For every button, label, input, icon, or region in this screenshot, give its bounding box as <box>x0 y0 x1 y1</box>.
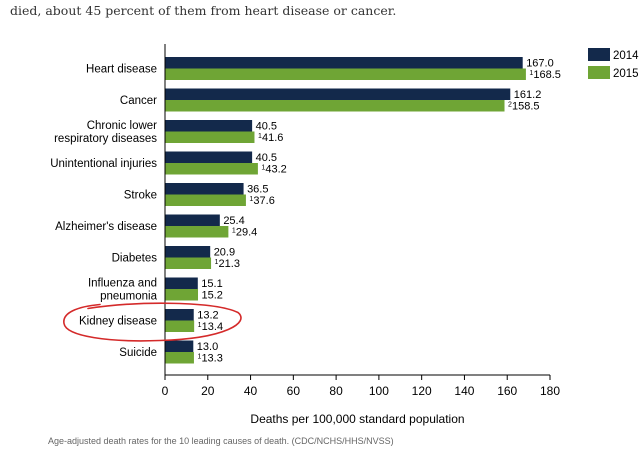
data-label-marker: 1 <box>197 354 201 361</box>
data-label-marker: 2 <box>508 102 512 109</box>
data-label-2015: 29.4 <box>236 227 257 239</box>
category-label: Influenza and <box>88 278 157 290</box>
bar-2015 <box>165 257 212 269</box>
x-tick-label: 140 <box>454 384 474 398</box>
bar-2014 <box>165 309 194 321</box>
data-label-2015: 13.3 <box>201 353 222 365</box>
data-label-marker: 1 <box>249 196 253 203</box>
x-tick-label: 20 <box>201 384 215 398</box>
category-label: Chronic lower <box>87 120 157 132</box>
x-tick-label: 0 <box>162 384 169 398</box>
bar-2014 <box>165 340 194 352</box>
bar-2015 <box>165 100 505 112</box>
chart-caption: Age-adjusted death rates for the 10 lead… <box>48 436 394 446</box>
data-label-2014: 161.2 <box>514 89 542 101</box>
data-label-2014: 15.1 <box>201 278 222 290</box>
category-label: Kidney disease <box>79 316 157 328</box>
legend-label-2014: 2014 <box>613 50 639 62</box>
data-label-marker: 1 <box>258 133 262 140</box>
bar-2015 <box>165 131 255 143</box>
bar-2014 <box>165 277 198 289</box>
data-label-2015: 158.5 <box>512 101 540 113</box>
data-label-2015: 43.2 <box>265 164 286 176</box>
category-label: Suicide <box>119 347 157 359</box>
bar-2015 <box>165 352 194 364</box>
legend-swatch-2014 <box>588 48 610 61</box>
category-label: Alzheimer's disease <box>55 221 157 233</box>
data-label-marker: 1 <box>215 259 219 266</box>
legend-label-2015: 2015 <box>613 68 639 80</box>
data-label-2015: 15.2 <box>202 290 223 302</box>
data-label-2014: 40.5 <box>256 121 277 133</box>
category-label: respiratory diseases <box>54 133 157 145</box>
category-label: pneumonia <box>100 291 158 303</box>
bar-2015 <box>165 226 229 238</box>
data-label-marker: 1 <box>232 228 236 235</box>
x-tick-label: 180 <box>540 384 560 398</box>
data-label-marker: 1 <box>261 165 265 172</box>
legend-swatch-2015 <box>588 66 610 79</box>
data-label-2015: 21.3 <box>219 258 240 270</box>
bar-2015 <box>165 163 258 175</box>
bar-2014 <box>165 57 523 69</box>
data-label-marker: 1 <box>198 322 202 329</box>
bar-2015 <box>165 289 199 301</box>
data-label-2015: 41.6 <box>262 132 283 144</box>
bar-2014 <box>165 151 253 163</box>
bar-2014 <box>165 120 253 132</box>
data-label-2014: 25.4 <box>223 215 244 227</box>
x-tick-label: 40 <box>244 384 258 398</box>
bar-2014 <box>165 88 511 100</box>
x-axis-title: Deaths per 100,000 standard population <box>250 412 464 426</box>
bar-2014 <box>165 246 211 258</box>
x-tick-label: 80 <box>329 384 343 398</box>
bar-2015 <box>165 320 195 332</box>
data-label-marker: 1 <box>529 70 533 77</box>
category-label: Unintentional injuries <box>50 158 157 170</box>
bar-2015 <box>165 68 526 80</box>
data-label-2015: 168.5 <box>533 69 561 81</box>
data-label-2015: 13.4 <box>202 321 223 333</box>
x-tick-label: 60 <box>287 384 301 398</box>
data-label-2014: 13.0 <box>197 341 218 353</box>
x-tick-label: 100 <box>369 384 389 398</box>
x-tick-label: 120 <box>412 384 432 398</box>
x-tick-label: 160 <box>497 384 517 398</box>
bar-2015 <box>165 194 246 206</box>
category-label: Cancer <box>120 95 157 107</box>
bar-2014 <box>165 183 244 195</box>
data-label-2014: 40.5 <box>256 152 277 164</box>
data-label-2014: 36.5 <box>247 184 268 196</box>
intro-text: died, about 45 percent of them from hear… <box>10 3 397 18</box>
category-label: Stroke <box>124 190 157 202</box>
bar-2014 <box>165 214 220 226</box>
data-label-2014: 20.9 <box>214 247 235 259</box>
data-label-2014: 13.2 <box>197 310 218 322</box>
highlight-ellipse-annotation <box>63 302 242 342</box>
data-label-2015: 37.6 <box>253 195 274 207</box>
category-label: Diabetes <box>112 253 158 265</box>
category-label: Heart disease <box>86 64 157 76</box>
data-label-2014: 167.0 <box>526 58 554 70</box>
